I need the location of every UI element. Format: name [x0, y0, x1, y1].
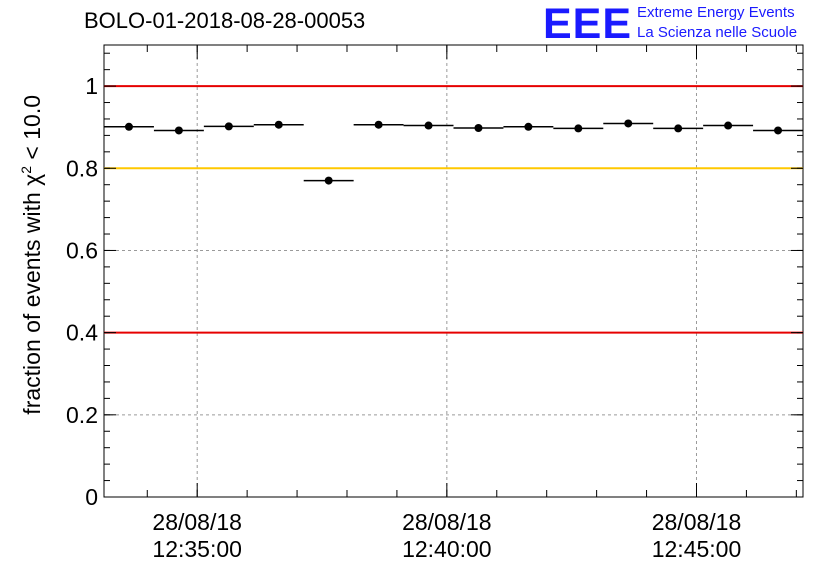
data-point: [624, 119, 632, 127]
data-point: [225, 122, 233, 130]
data-point: [774, 126, 782, 134]
y-tick-label: 0.2: [66, 402, 98, 428]
x-tick-time: 12:40:00: [402, 536, 492, 562]
y-axis-label: fraction of events with χ2 < 10.0: [18, 80, 46, 430]
y-label-prefix: fraction of events with: [19, 186, 45, 415]
chart-title: BOLO-01-2018-08-28-00053: [84, 8, 365, 34]
x-tick-date: 28/08/18: [402, 509, 492, 535]
data-point: [175, 126, 183, 134]
data-point: [375, 121, 383, 129]
y-label-chi: χ: [19, 174, 45, 186]
y-label-suffix: < 10.0: [19, 95, 45, 166]
data-point: [474, 124, 482, 132]
x-tick-date: 28/08/18: [152, 509, 242, 535]
y-tick-label: 0.8: [66, 155, 98, 181]
x-tick-date: 28/08/18: [652, 509, 742, 535]
data-point: [524, 123, 532, 131]
data-point: [425, 122, 433, 130]
data-point: [275, 121, 283, 129]
y-tick-label: 0.6: [66, 237, 98, 263]
y-tick-label: 0: [85, 484, 98, 510]
data-point: [125, 123, 133, 131]
logo-line-1: Extreme Energy Events: [637, 4, 795, 21]
x-tick-time: 12:35:00: [152, 536, 242, 562]
logo-line-2: La Scienza nelle Scuole: [637, 24, 797, 41]
data-point: [574, 124, 582, 132]
plot-frame: [104, 45, 803, 497]
x-tick-time: 12:45:00: [652, 536, 742, 562]
y-tick-label: 0.4: [66, 320, 98, 346]
eee-logo: EEE: [543, 0, 632, 48]
y-tick-label: 1: [85, 73, 98, 99]
data-point: [325, 177, 333, 185]
data-point: [724, 122, 732, 130]
data-point: [674, 124, 682, 132]
y-label-exponent: 2: [18, 166, 34, 174]
